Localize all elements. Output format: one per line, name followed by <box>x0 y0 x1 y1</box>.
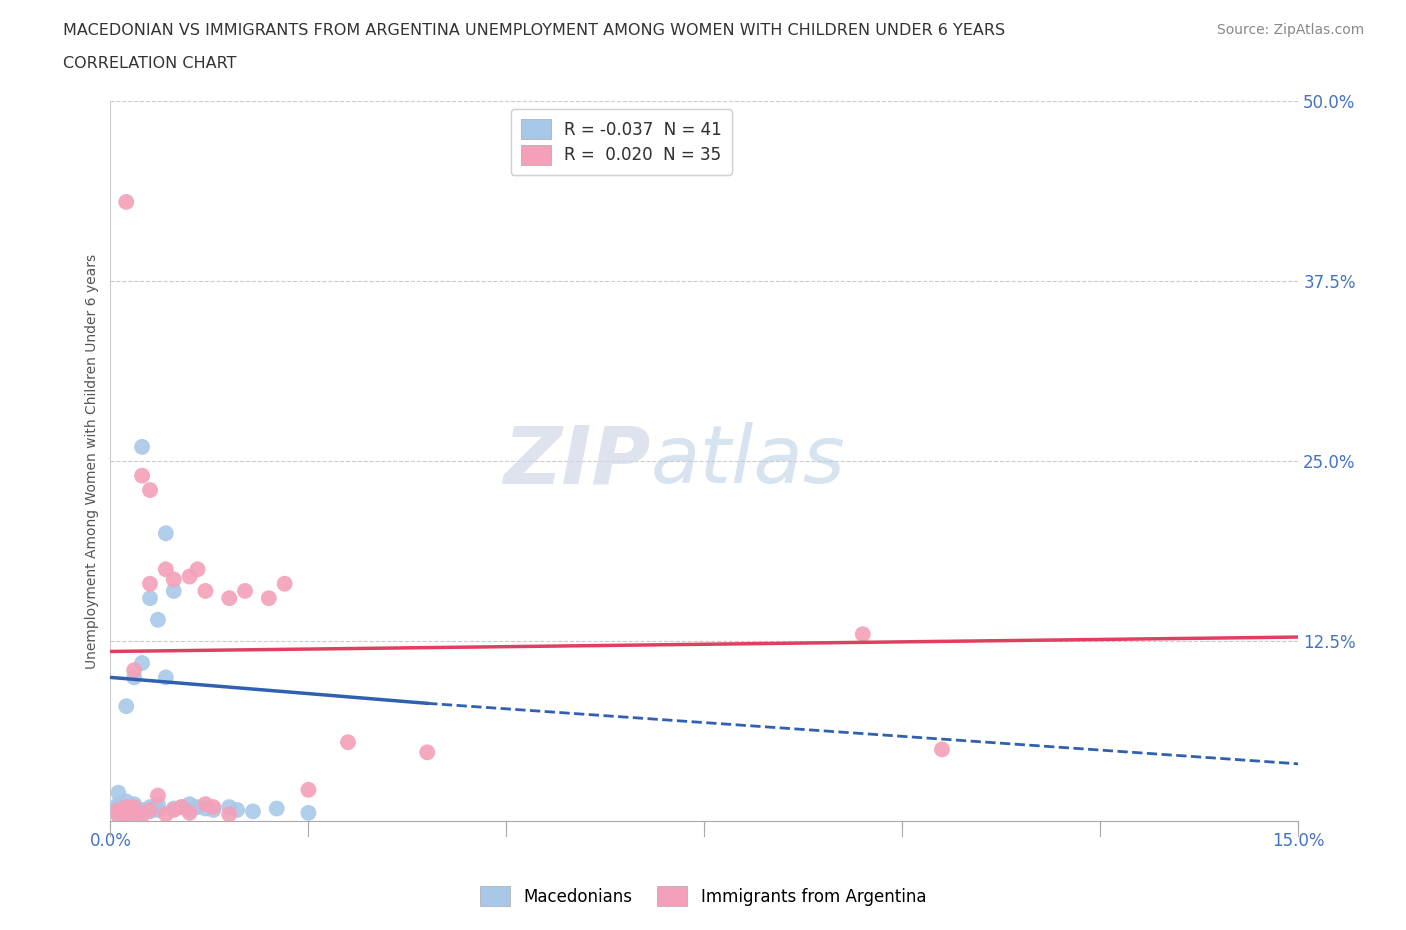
Point <box>146 803 169 817</box>
Point <box>107 803 129 817</box>
Point <box>163 801 186 816</box>
Point <box>122 807 145 822</box>
Point <box>155 670 177 684</box>
Point <box>107 807 129 822</box>
Text: ZIP: ZIP <box>503 422 651 500</box>
Point <box>218 807 240 822</box>
Point <box>179 569 201 584</box>
Point <box>186 562 208 577</box>
Point <box>170 800 193 815</box>
Point <box>337 735 360 750</box>
Point <box>233 583 256 598</box>
Point <box>273 577 295 591</box>
Point <box>179 803 201 817</box>
Point <box>115 807 138 822</box>
Y-axis label: Unemployment Among Women with Children Under 6 years: Unemployment Among Women with Children U… <box>86 254 100 669</box>
Point <box>131 803 153 817</box>
Point <box>139 804 162 818</box>
Point <box>297 782 319 797</box>
Legend: Macedonians, Immigrants from Argentina: Macedonians, Immigrants from Argentina <box>474 880 932 912</box>
Point <box>139 577 162 591</box>
Point <box>218 800 240 815</box>
Point <box>202 803 225 817</box>
Point <box>122 800 145 815</box>
Point <box>297 805 319 820</box>
Point <box>122 670 145 684</box>
Point <box>155 562 177 577</box>
Point <box>107 797 129 812</box>
Point <box>139 800 162 815</box>
Point <box>194 797 217 812</box>
Point <box>131 468 153 483</box>
Point <box>131 439 153 454</box>
Point <box>266 801 288 816</box>
Point <box>139 591 162 605</box>
Point <box>931 742 953 757</box>
Point <box>416 745 439 760</box>
Point <box>115 698 138 713</box>
Text: MACEDONIAN VS IMMIGRANTS FROM ARGENTINA UNEMPLOYMENT AMONG WOMEN WITH CHILDREN U: MACEDONIAN VS IMMIGRANTS FROM ARGENTINA … <box>63 23 1005 38</box>
Point <box>122 797 145 812</box>
Point <box>163 803 186 817</box>
Point <box>179 805 201 820</box>
Point <box>131 656 153 671</box>
Point <box>139 803 162 817</box>
Point <box>107 803 129 817</box>
Point <box>194 583 217 598</box>
Point <box>242 804 264 818</box>
Point <box>115 194 138 209</box>
Point <box>202 800 225 815</box>
Point <box>163 572 186 587</box>
Point <box>179 797 201 812</box>
Point <box>115 794 138 809</box>
Point <box>155 525 177 540</box>
Point <box>122 663 145 678</box>
Point <box>122 805 145 820</box>
Point <box>122 804 145 818</box>
Text: CORRELATION CHART: CORRELATION CHART <box>63 56 236 71</box>
Point <box>194 801 217 816</box>
Point <box>107 808 129 823</box>
Point <box>115 800 138 815</box>
Point <box>146 797 169 812</box>
Point <box>186 800 208 815</box>
Point <box>170 800 193 815</box>
Point <box>131 805 153 820</box>
Point <box>146 788 169 803</box>
Point <box>852 627 875 642</box>
Point <box>115 801 138 816</box>
Point <box>139 483 162 498</box>
Point <box>146 612 169 627</box>
Point <box>115 805 138 820</box>
Point <box>122 800 145 815</box>
Point <box>107 785 129 800</box>
Point <box>107 800 129 815</box>
Point <box>115 800 138 815</box>
Legend: R = -0.037  N = 41, R =  0.020  N = 35: R = -0.037 N = 41, R = 0.020 N = 35 <box>510 110 731 175</box>
Point <box>115 808 138 823</box>
Point <box>131 808 153 823</box>
Point <box>155 807 177 822</box>
Point <box>218 591 240 605</box>
Point <box>163 583 186 598</box>
Text: Source: ZipAtlas.com: Source: ZipAtlas.com <box>1216 23 1364 37</box>
Point <box>226 803 249 817</box>
Text: atlas: atlas <box>651 422 845 500</box>
Point <box>257 591 280 605</box>
